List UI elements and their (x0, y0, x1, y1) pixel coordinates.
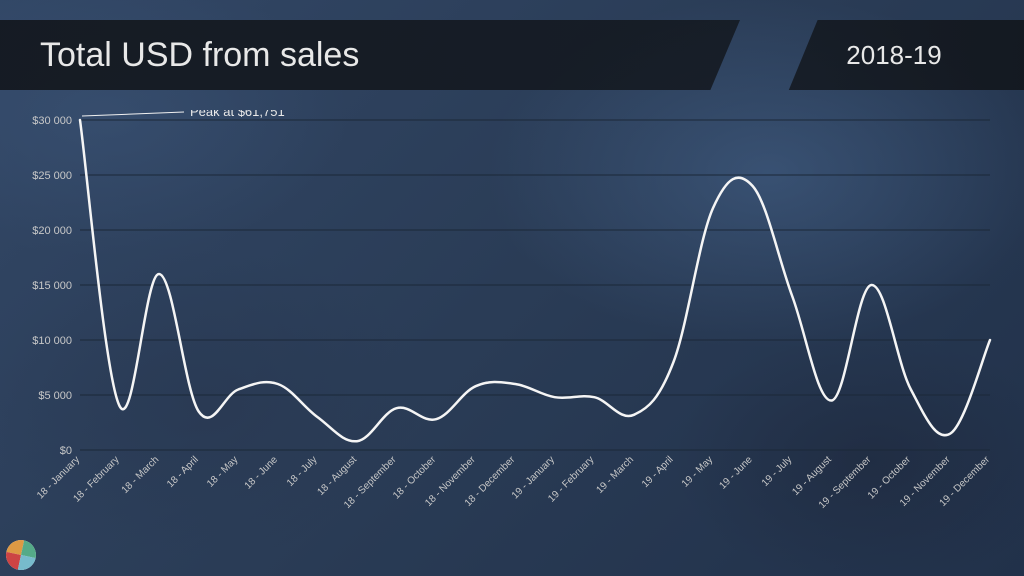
svg-text:19 - May: 19 - May (680, 454, 715, 489)
header-period-bar: 2018-19 (784, 20, 1024, 90)
chart-period: 2018-19 (846, 40, 961, 71)
svg-text:$0: $0 (60, 445, 72, 457)
brand-logo-icon (3, 537, 39, 573)
chart-title: Total USD from sales (40, 36, 359, 75)
svg-text:$25 000: $25 000 (32, 170, 72, 182)
svg-text:19 - June: 19 - June (717, 454, 755, 492)
svg-text:18 - July: 18 - July (285, 454, 320, 489)
svg-text:18 - May: 18 - May (205, 454, 240, 489)
svg-text:19 - July: 19 - July (760, 454, 795, 489)
header-bar: Total USD from sales (0, 20, 740, 90)
svg-text:$30 000: $30 000 (32, 115, 72, 127)
svg-text:$20 000: $20 000 (32, 225, 72, 237)
svg-text:19 - March: 19 - March (594, 454, 636, 496)
svg-text:19 - April: 19 - April (640, 454, 676, 490)
svg-text:18 - April: 18 - April (165, 454, 201, 490)
svg-text:Peak at $61,751: Peak at $61,751 (190, 110, 285, 119)
svg-text:$15 000: $15 000 (32, 280, 72, 292)
svg-text:$5 000: $5 000 (38, 390, 72, 402)
svg-text:$10 000: $10 000 (32, 335, 72, 347)
sales-line-chart: $0 $5 000 $10 000 $15 000 $20 000 $25 000 $30 … (30, 110, 1000, 540)
svg-text:18 - March: 18 - March (120, 454, 162, 496)
svg-text:18 - June: 18 - June (243, 454, 281, 492)
